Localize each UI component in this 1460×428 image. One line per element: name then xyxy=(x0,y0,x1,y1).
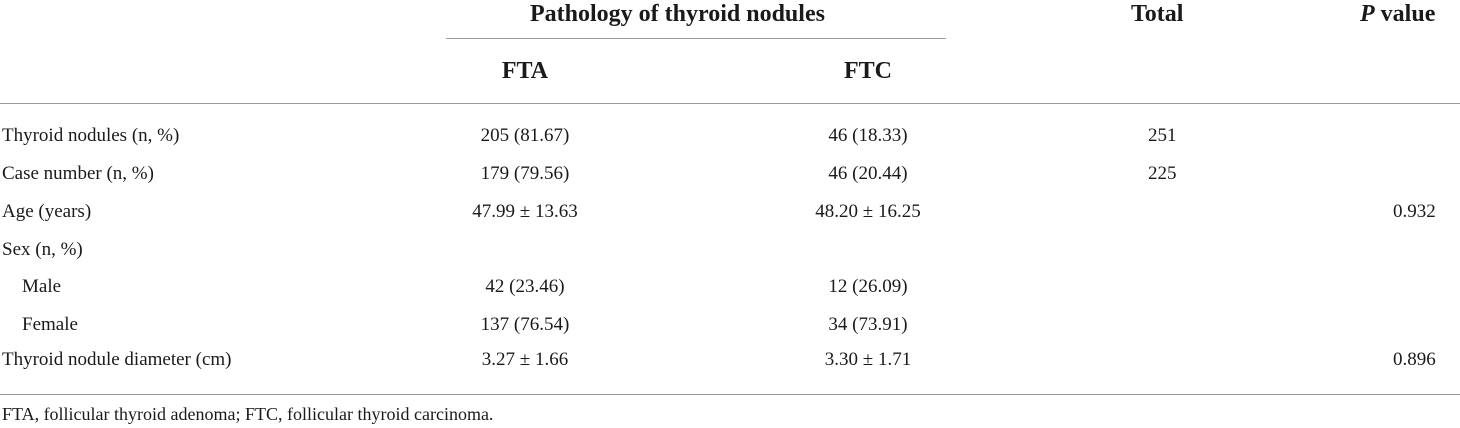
cell-p-value: 0.896 xyxy=(1393,349,1436,370)
column-header-ftc: FTC xyxy=(844,58,892,84)
column-header-fta: FTA xyxy=(501,58,549,84)
table-bottom-rule xyxy=(0,394,1460,395)
row-label: Thyroid nodule diameter (cm) xyxy=(2,349,232,370)
group-header: Pathology of thyroid nodules xyxy=(530,1,825,27)
cell-ftc: 46 (18.33) xyxy=(828,125,908,146)
row-label: Case number (n, %) xyxy=(2,163,154,184)
row-label: Thyroid nodules (n, %) xyxy=(2,125,180,146)
cell-ftc: 46 (20.44) xyxy=(828,163,908,184)
cell-fta: 137 (76.54) xyxy=(480,314,570,335)
table-footnote: FTA, follicular thyroid adenoma; FTC, fo… xyxy=(2,404,494,424)
cell-fta: 205 (81.67) xyxy=(480,125,570,146)
cell-total: 251 xyxy=(1148,125,1177,146)
cell-ftc: 12 (26.09) xyxy=(828,276,908,297)
column-header-total: Total xyxy=(1131,1,1184,27)
group-header-rule xyxy=(446,38,946,39)
row-label: Sex (n, %) xyxy=(2,239,83,260)
cell-total: 225 xyxy=(1148,163,1177,184)
cell-fta: 42 (23.46) xyxy=(485,276,565,297)
row-label: Female xyxy=(22,314,78,335)
header-bottom-rule xyxy=(0,103,1460,104)
p-italic: P xyxy=(1360,1,1375,27)
cell-ftc: 3.30 ± 1.71 xyxy=(824,349,912,370)
row-label: Male xyxy=(22,276,62,297)
cell-ftc: 48.20 ± 16.25 xyxy=(815,201,921,222)
cell-ftc: 34 (73.91) xyxy=(828,314,908,335)
row-label: Age (years) xyxy=(2,201,92,222)
cell-fta: 47.99 ± 13.63 xyxy=(472,201,578,222)
column-header-p-value: P value xyxy=(1360,1,1435,28)
cell-fta: 3.27 ± 1.66 xyxy=(481,349,569,370)
cell-fta: 179 (79.56) xyxy=(480,163,570,184)
cell-p-value: 0.932 xyxy=(1393,201,1436,222)
p-rest: value xyxy=(1374,1,1436,27)
